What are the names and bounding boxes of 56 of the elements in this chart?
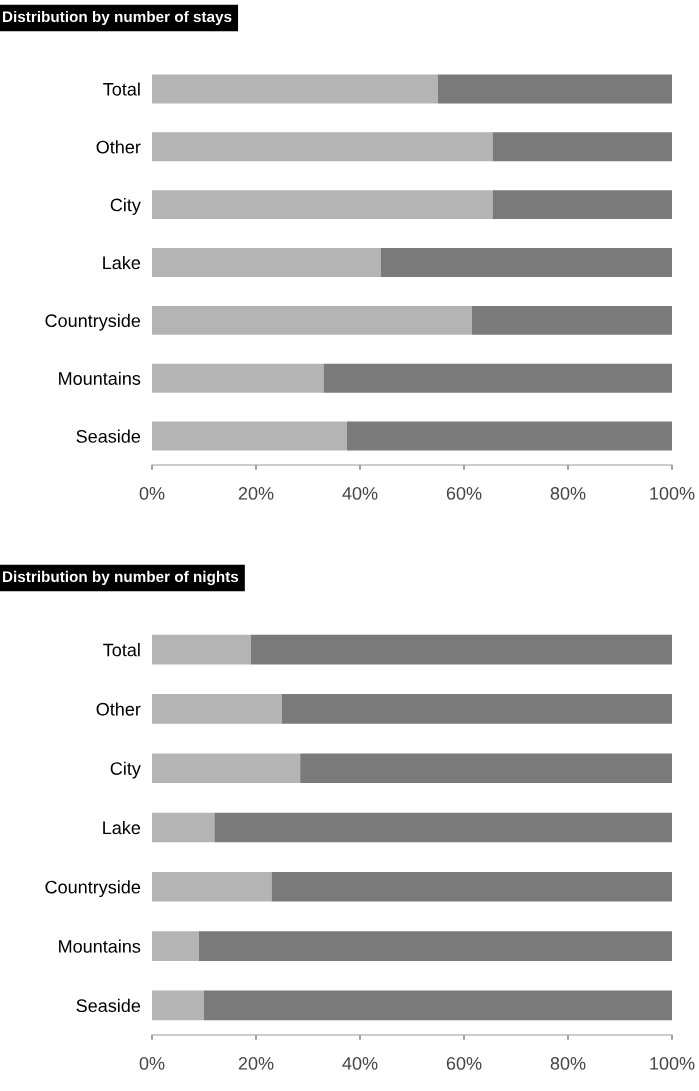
bar [152, 363, 324, 393]
bar [347, 421, 672, 451]
y-tick-label: Total [103, 82, 140, 96]
bar [198, 931, 672, 961]
bar [323, 363, 672, 393]
bar [152, 931, 199, 961]
chart-title: Distribution by number of nights [3, 570, 239, 586]
chart-title: Distribution by number of stays [3, 10, 232, 26]
x-tick-label: 0% [139, 487, 165, 500]
y-tick-label: Mountains [59, 939, 141, 953]
x-tick-label: 100% [650, 487, 695, 500]
bar [152, 132, 493, 162]
bar [471, 305, 672, 335]
x-tick-label: 100% [650, 1057, 695, 1070]
bar [250, 634, 672, 665]
x-tick-label: 60% [446, 487, 482, 500]
y-tick-label: City [110, 761, 141, 779]
bar [152, 248, 381, 277]
y-tick-label: Lake [103, 820, 141, 835]
x-tick-label: 20% [238, 1057, 274, 1070]
x-tick-label: 40% [342, 1057, 378, 1070]
y-tick-label: Total [103, 643, 140, 657]
bar [152, 753, 301, 784]
bar [300, 753, 672, 784]
y-tick-label: Seaside [76, 998, 141, 1013]
x-tick-label: 60% [446, 1057, 482, 1070]
bar [492, 132, 672, 162]
y-tick-label: Seaside [76, 429, 141, 443]
y-tick-label: Countryside [45, 313, 141, 331]
bar [214, 812, 672, 843]
x-tick-label: 0% [139, 1057, 165, 1070]
bar [438, 74, 672, 104]
bar [271, 871, 672, 902]
bar [204, 990, 672, 1021]
x-tick-label: 80% [550, 487, 586, 500]
x-tick-label: 80% [550, 1057, 586, 1070]
y-tick-label: City [110, 198, 141, 215]
bar [492, 190, 672, 220]
y-tick-label: Other [96, 140, 141, 154]
x-tick-label: 20% [238, 487, 274, 500]
bar [152, 990, 204, 1021]
bar [152, 871, 272, 902]
bar [152, 190, 493, 220]
y-tick-label: Other [96, 702, 141, 716]
bar [282, 694, 672, 724]
y-tick-label: Mountains [59, 371, 141, 385]
bar [152, 812, 215, 843]
y-tick-label: Lake [103, 255, 141, 270]
bar [380, 248, 672, 277]
y-tick-label: Countryside [45, 880, 141, 898]
bar [152, 694, 282, 724]
bar [152, 634, 251, 665]
x-tick-label: 40% [342, 487, 378, 500]
bar [152, 305, 472, 335]
bar [152, 74, 438, 104]
bar [152, 421, 347, 451]
